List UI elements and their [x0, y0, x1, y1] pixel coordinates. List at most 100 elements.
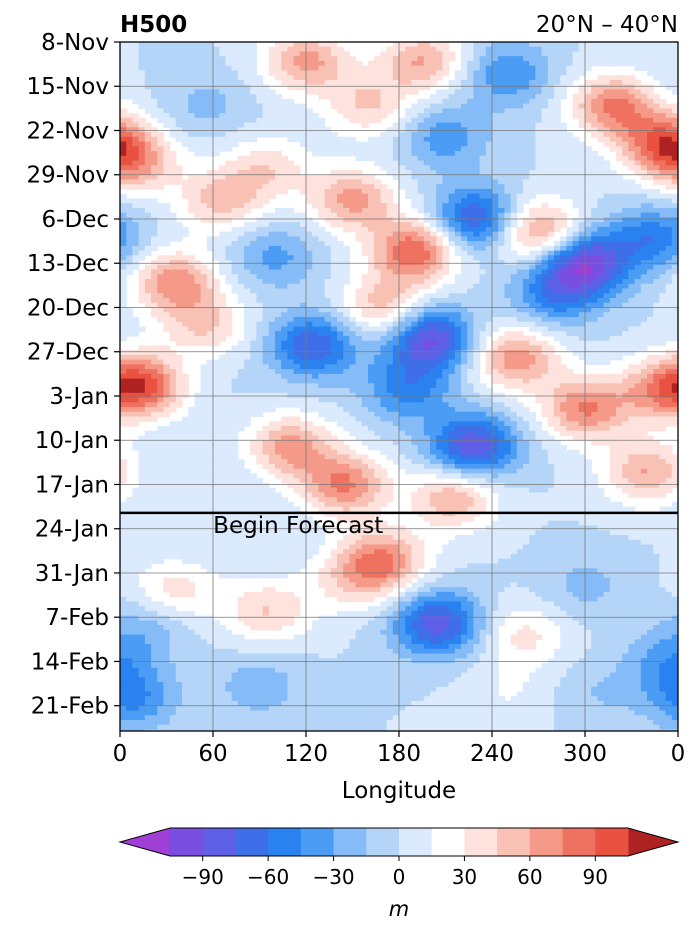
anomaly-cell [454, 250, 462, 256]
anomaly-cell [448, 298, 456, 304]
anomaly-cell [275, 70, 282, 76]
anomaly-cell [417, 98, 425, 105]
anomaly-cell [448, 212, 456, 219]
anomaly-cell [442, 321, 450, 328]
anomaly-cell [653, 136, 660, 143]
anomaly-cell [504, 117, 512, 124]
anomaly-cell [448, 188, 456, 195]
anomaly-cell [547, 269, 555, 275]
anomaly-cell [337, 264, 344, 271]
anomaly-cell [448, 103, 456, 109]
anomaly-cell [411, 241, 419, 247]
anomaly-cell [231, 46, 239, 53]
anomaly-cell [138, 279, 146, 285]
anomaly-cell [585, 113, 592, 119]
anomaly-cell [436, 335, 443, 342]
anomaly-cell [213, 307, 220, 313]
anomaly-cell [206, 127, 214, 133]
anomaly-cell [392, 46, 400, 53]
anomaly-cell [262, 217, 270, 223]
anomaly-cell [225, 51, 233, 57]
anomaly-cell [330, 236, 338, 242]
anomaly-cell [578, 170, 586, 176]
anomaly-cell [467, 212, 474, 219]
anomaly-cell [206, 316, 214, 323]
anomaly-cell [120, 136, 127, 143]
anomaly-cell [281, 117, 288, 124]
anomaly-cell [448, 79, 456, 86]
anomaly-cell [312, 132, 319, 138]
anomaly-cell [461, 222, 468, 228]
anomaly-cell [392, 331, 400, 337]
anomaly-cell [163, 255, 171, 261]
anomaly-cell [504, 241, 512, 247]
anomaly-cell [206, 307, 214, 313]
anomaly-cell [312, 117, 319, 124]
anomaly-cell [182, 188, 189, 195]
anomaly-cell [498, 236, 505, 242]
anomaly-cell [417, 188, 425, 195]
anomaly-cell [268, 217, 276, 223]
anomaly-cell [225, 84, 233, 91]
anomaly-cell [628, 127, 636, 133]
anomaly-cell [206, 212, 214, 219]
anomaly-cell [399, 245, 406, 252]
anomaly-cell [529, 113, 536, 119]
anomaly-cell [603, 279, 611, 285]
anomaly-cell [504, 340, 512, 347]
anomaly-cell [169, 321, 177, 328]
anomaly-cell [256, 245, 264, 252]
anomaly-cell [622, 283, 629, 290]
anomaly-cell [640, 321, 648, 328]
anomaly-cell [368, 293, 375, 299]
anomaly-cell [417, 155, 425, 162]
anomaly-cell [318, 288, 326, 294]
anomaly-cell [591, 298, 598, 304]
anomaly-cell [541, 65, 549, 72]
anomaly-cell [157, 345, 164, 351]
anomaly-cell [430, 60, 437, 67]
anomaly-cell [330, 179, 338, 185]
anomaly-cell [268, 132, 276, 138]
anomaly-cell [132, 250, 140, 256]
anomaly-cell [554, 241, 561, 247]
anomaly-cell [213, 75, 220, 81]
anomaly-cell [454, 203, 462, 209]
anomaly-cell [380, 307, 388, 313]
anomaly-cell [361, 345, 369, 351]
anomaly-cell [250, 312, 257, 318]
anomaly-cell [411, 84, 419, 91]
anomaly-cell [467, 151, 474, 157]
anomaly-cell [560, 274, 567, 280]
anomaly-cell [628, 302, 636, 309]
anomaly-cell [138, 60, 146, 67]
anomaly-cell [374, 94, 381, 100]
anomaly-cell [219, 179, 226, 185]
anomaly-cell [330, 60, 338, 67]
anomaly-cell [144, 60, 152, 67]
anomaly-cell [194, 79, 202, 86]
anomaly-cell [603, 255, 611, 261]
anomaly-cell [144, 56, 152, 62]
anomaly-cell [244, 89, 251, 95]
anomaly-cell [504, 155, 512, 162]
anomaly-cell [299, 245, 307, 252]
anomaly-cell [411, 217, 419, 223]
anomaly-cell [237, 236, 245, 242]
anomaly-cell [151, 179, 158, 185]
anomaly-cell [337, 56, 344, 62]
anomaly-cell [634, 132, 642, 138]
anomaly-cell [194, 212, 202, 219]
anomaly-cell [473, 207, 481, 214]
anomaly-cell [237, 274, 245, 280]
anomaly-cell [423, 132, 431, 138]
anomaly-cell [492, 136, 499, 143]
anomaly-cell [361, 283, 369, 290]
anomaly-cell [640, 98, 648, 105]
anomaly-cell [442, 335, 450, 342]
anomaly-cell [436, 65, 443, 72]
anomaly-cell [219, 302, 226, 309]
anomaly-cell [138, 89, 146, 95]
anomaly-cell [213, 298, 220, 304]
anomaly-cell [411, 222, 419, 228]
